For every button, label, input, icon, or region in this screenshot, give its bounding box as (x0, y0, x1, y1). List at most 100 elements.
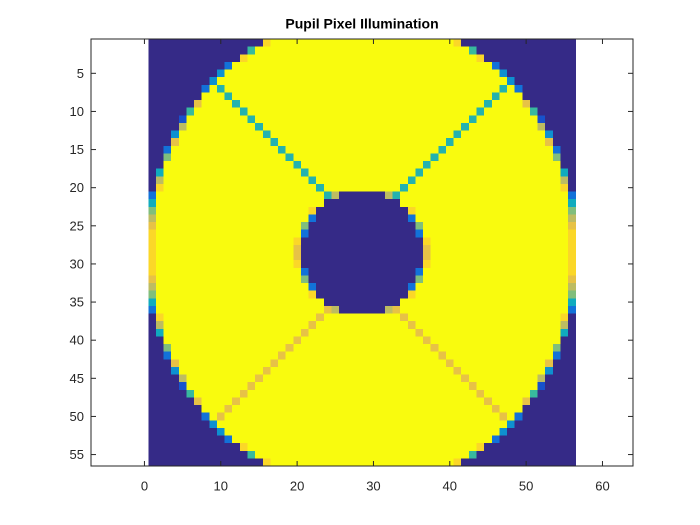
pixel-cell (392, 237, 401, 246)
axes-frame (90, 38, 634, 467)
pixel-cell (194, 122, 202, 131)
pixel-cell (148, 191, 157, 200)
pixel-cell (507, 138, 515, 147)
pixel-cell (194, 176, 202, 185)
pixel-cell (545, 260, 554, 269)
pixel-cell (529, 107, 538, 116)
pixel-cell (247, 313, 256, 322)
pixel-cell (529, 214, 538, 223)
pixel-cell (377, 267, 386, 276)
pixel-cell (316, 443, 325, 452)
pixel-cell (209, 275, 218, 284)
pixel-cell (201, 313, 210, 322)
pixel-cell (568, 138, 577, 147)
pixel-cell (453, 39, 462, 47)
pixel-cell (255, 161, 264, 169)
pixel-cell (316, 191, 325, 200)
pixel-cell (255, 420, 264, 429)
pixel-cell (560, 183, 569, 192)
pixel-cell (392, 229, 401, 238)
pixel-cell (194, 321, 202, 330)
pixel-cell (453, 366, 462, 375)
pixel-cell (316, 313, 325, 322)
pixel-cell (484, 161, 493, 169)
pixel-cell (560, 260, 569, 269)
pixel-cell (400, 405, 409, 413)
pixel-cell (163, 252, 172, 261)
pixel-cell (201, 290, 210, 299)
pixel-cell (285, 359, 294, 368)
pixel-cell (346, 145, 355, 154)
pixel-cell (529, 374, 538, 383)
pixel-cell (285, 366, 294, 375)
pixel-cell (545, 92, 554, 101)
pixel-cell (537, 420, 546, 429)
pixel-cell (415, 199, 424, 208)
pixel-cell (461, 298, 470, 307)
pixel-cell (316, 336, 325, 345)
pixel-cell (232, 283, 241, 291)
pixel-cell (178, 130, 187, 139)
pixel-cell (438, 100, 447, 108)
pixel-cell (507, 328, 515, 337)
pixel-cell (453, 405, 462, 413)
pixel-cell (438, 435, 447, 444)
pixel-cell (209, 351, 218, 360)
pixel-cell (232, 122, 241, 131)
pixel-cell (568, 145, 577, 154)
pixel-cell (155, 405, 164, 413)
pixel-cell (346, 313, 355, 322)
pixel-cell (499, 336, 508, 345)
pixel-cell (285, 435, 294, 444)
pixel-cell (400, 237, 409, 246)
pixel-cell (285, 305, 294, 314)
pixel-cell (415, 107, 424, 116)
pixel-cell (476, 435, 485, 444)
pixel-cell (293, 435, 302, 444)
pixel-cell (438, 283, 447, 291)
pixel-cell (461, 328, 470, 337)
pixel-cell (552, 199, 561, 208)
pixel-cell (255, 206, 264, 215)
pixel-cell (369, 374, 378, 383)
pixel-cell (423, 374, 432, 383)
pixel-cell (354, 168, 363, 177)
pixel-cell (155, 206, 164, 215)
pixel-cell (400, 168, 409, 177)
pixel-cell (415, 283, 424, 291)
pixel-cell (568, 206, 577, 215)
pixel-cell (239, 397, 248, 406)
pixel-cell (529, 283, 538, 291)
pixel-cell (514, 450, 523, 459)
pixel-cell (270, 115, 279, 124)
pixel-cell (209, 122, 218, 131)
pixel-cell (384, 168, 393, 177)
pixel-cell (300, 168, 309, 177)
pixel-cell (415, 214, 424, 223)
pixel-cell (415, 183, 424, 192)
pixel-cell (423, 427, 432, 436)
pixel-cell (178, 389, 187, 398)
pixel-cell (262, 313, 271, 322)
pixel-cell (323, 336, 332, 345)
pixel-cell (239, 382, 248, 391)
pixel-cell (216, 92, 225, 101)
pixel-cell (362, 244, 370, 253)
pixel-cell (209, 405, 218, 413)
pixel-cell (194, 107, 202, 116)
pixel-cell (430, 267, 439, 276)
pixel-cell (216, 130, 225, 139)
pixel-cell (507, 229, 515, 238)
pixel-cell (545, 344, 554, 352)
pixel-cell (453, 351, 462, 360)
pixel-cell (339, 389, 348, 398)
pixel-cell (445, 191, 454, 200)
pixel-cell (148, 122, 157, 131)
pixel-cell (400, 260, 409, 269)
pixel-cell (392, 305, 401, 314)
pixel-cell (499, 420, 508, 429)
pixel-cell (537, 275, 546, 284)
pixel-cell (339, 443, 348, 452)
pixel-cell (171, 458, 180, 467)
pixel-cell (537, 107, 546, 116)
